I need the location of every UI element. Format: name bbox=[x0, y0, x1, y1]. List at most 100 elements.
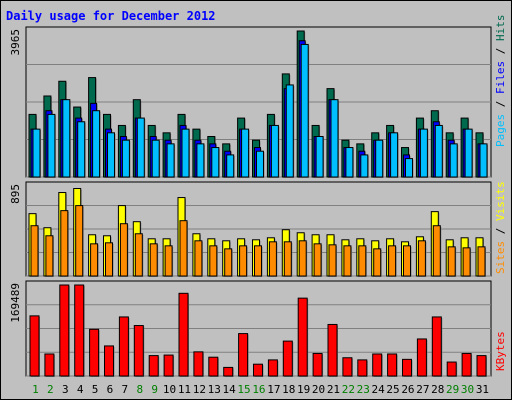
bar-kbytes bbox=[238, 333, 249, 377]
bar-pages bbox=[285, 84, 294, 178]
bar-pages bbox=[32, 128, 41, 178]
legend-separator: / bbox=[494, 221, 507, 241]
bar-sites bbox=[224, 248, 233, 277]
bar-sites bbox=[417, 240, 426, 277]
legend-entry-sites: Sites bbox=[494, 241, 507, 274]
bar-kbytes bbox=[446, 361, 457, 377]
bar-kbytes bbox=[267, 359, 278, 377]
bar-kbytes bbox=[312, 352, 323, 377]
day-label: 5 bbox=[92, 383, 99, 396]
day-label: 31 bbox=[476, 383, 489, 396]
day-label: 12 bbox=[193, 383, 206, 396]
bar-sites bbox=[254, 245, 262, 277]
legend-entry-files: Files bbox=[494, 61, 507, 94]
day-label: 24 bbox=[372, 383, 386, 396]
bar-pages bbox=[300, 43, 309, 178]
bar-pages bbox=[405, 158, 413, 178]
bar-sites bbox=[179, 220, 188, 277]
bar-pages bbox=[241, 128, 250, 178]
bar-kbytes bbox=[282, 340, 293, 377]
day-label: 3 bbox=[62, 383, 69, 396]
day-label: 14 bbox=[223, 383, 237, 396]
day-label: 23 bbox=[357, 383, 370, 396]
day-label: 19 bbox=[297, 383, 310, 396]
bar-pages bbox=[107, 132, 115, 178]
bar-kbytes bbox=[476, 355, 487, 377]
bar-pages bbox=[136, 117, 145, 178]
bar-pages bbox=[166, 143, 175, 178]
day-label: 30 bbox=[461, 383, 474, 396]
day-label: 20 bbox=[312, 383, 325, 396]
bar-pages bbox=[375, 139, 384, 178]
day-label: 17 bbox=[267, 383, 280, 396]
bar-kbytes bbox=[29, 315, 40, 377]
chart-title: Daily usage for December 2012 bbox=[6, 9, 216, 23]
bar-pages bbox=[434, 124, 443, 178]
bar-kbytes bbox=[372, 353, 383, 377]
bar-kbytes bbox=[133, 325, 144, 377]
day-label: 13 bbox=[208, 383, 221, 396]
day-label: 11 bbox=[178, 383, 191, 396]
bar-sites bbox=[149, 243, 158, 277]
bar-pages bbox=[77, 121, 86, 178]
bar-sites bbox=[164, 245, 173, 277]
bar-kbytes bbox=[44, 353, 55, 377]
bar-kbytes bbox=[387, 353, 398, 377]
bar-pages bbox=[226, 154, 235, 178]
day-label: 7 bbox=[122, 383, 129, 396]
legend-entry-visits: Visits bbox=[494, 181, 507, 221]
bar-sites bbox=[328, 244, 337, 277]
day-label: 1 bbox=[32, 383, 39, 396]
legend-separator: / bbox=[494, 94, 507, 114]
bar-sites bbox=[283, 241, 292, 277]
bar-sites bbox=[90, 243, 99, 277]
day-label: 8 bbox=[136, 383, 143, 396]
bar-kbytes bbox=[342, 357, 353, 377]
bar-sites bbox=[447, 246, 456, 277]
legend-kbytes: KBytes bbox=[494, 331, 507, 371]
bar-kbytes bbox=[223, 366, 234, 377]
bar-sites bbox=[75, 205, 84, 277]
bar-kbytes bbox=[118, 316, 129, 377]
bar-sites bbox=[134, 233, 143, 277]
bar-pages bbox=[315, 135, 324, 178]
bar-kbytes bbox=[208, 356, 219, 377]
day-label: 16 bbox=[252, 383, 265, 396]
legend-entry-hits: Hits bbox=[494, 15, 507, 42]
bar-sites bbox=[239, 245, 248, 277]
bar-pages bbox=[270, 124, 279, 178]
bar-sites bbox=[60, 210, 69, 277]
bar-sites bbox=[343, 245, 352, 277]
bar-pages bbox=[151, 139, 160, 178]
bar-kbytes bbox=[104, 345, 114, 377]
bar-sites bbox=[313, 243, 322, 277]
bar-pages bbox=[360, 154, 369, 178]
bar-sites bbox=[268, 241, 277, 277]
legend-entry-pages: Pages bbox=[494, 114, 507, 147]
day-label: 27 bbox=[416, 383, 429, 396]
bar-pages bbox=[47, 113, 56, 178]
bar-kbytes bbox=[297, 297, 308, 377]
bar-pages bbox=[464, 128, 473, 178]
day-label: 6 bbox=[107, 383, 114, 396]
bar-kbytes bbox=[431, 316, 442, 377]
bar-sites bbox=[373, 248, 382, 277]
bar-sites bbox=[45, 235, 54, 277]
day-label: 10 bbox=[163, 383, 176, 396]
bar-sites bbox=[462, 247, 471, 277]
day-label: 21 bbox=[327, 383, 340, 396]
bar-sites bbox=[209, 245, 218, 277]
day-label: 28 bbox=[431, 383, 444, 396]
bar-kbytes bbox=[402, 358, 412, 377]
bar-kbytes bbox=[253, 363, 263, 377]
bar-pages bbox=[345, 147, 354, 178]
day-label: 15 bbox=[237, 383, 250, 396]
bar-pages bbox=[330, 99, 339, 178]
bar-kbytes bbox=[357, 359, 368, 377]
bar-pages bbox=[390, 132, 399, 178]
bar-pages bbox=[419, 128, 428, 178]
day-label: 26 bbox=[401, 383, 414, 396]
bar-sites bbox=[30, 225, 39, 277]
bar-kbytes bbox=[193, 351, 204, 377]
